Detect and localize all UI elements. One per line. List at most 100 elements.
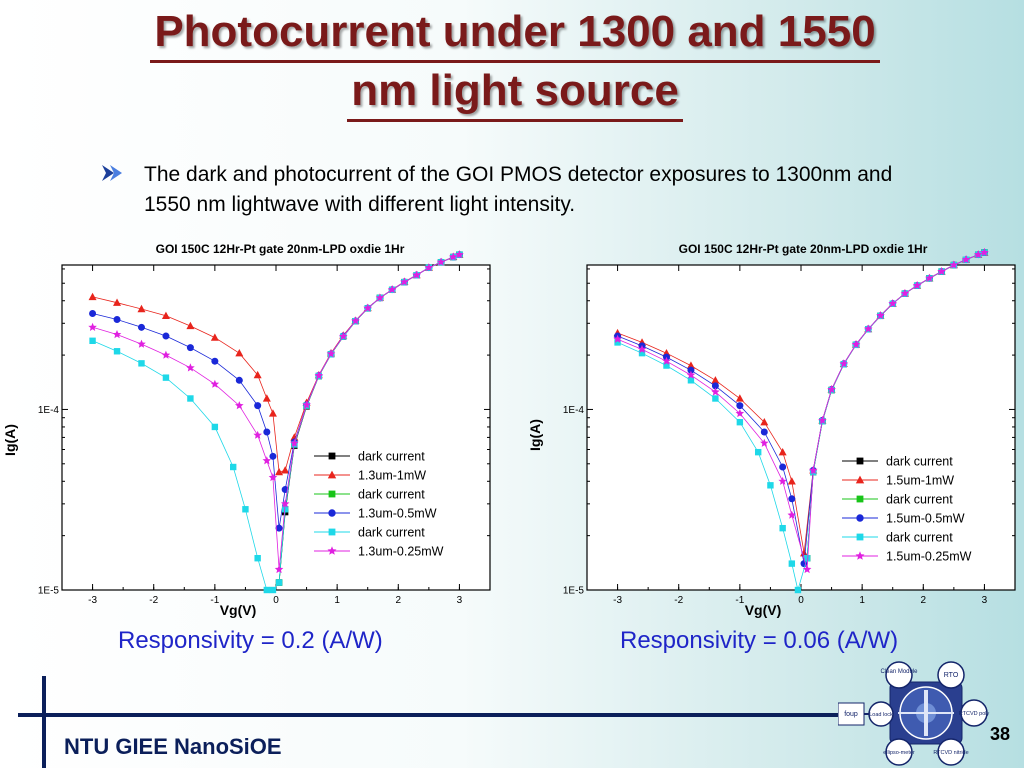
logo-label-rto: RTO <box>944 672 959 679</box>
chart-1-legend-marker-5 <box>855 551 865 560</box>
chart-0-series-5-point <box>262 456 272 465</box>
chart-1-series-5-point <box>818 415 827 424</box>
chart-0-series-5-point <box>268 473 278 482</box>
chart-1-legend-label-2: dark current <box>886 493 953 507</box>
chart-0-legend-label-1: 1.3um-1mW <box>358 469 426 483</box>
chart-1-series-4-point <box>767 482 774 489</box>
chart-1-series-4-point <box>803 555 811 562</box>
chart-0-series-5-point <box>235 401 244 410</box>
chart-1-series-3-point <box>736 402 744 410</box>
chart-0-legend-marker-5 <box>327 546 337 555</box>
chart-1-series-4-point <box>794 586 802 594</box>
chart-1-series-5-point <box>778 476 787 485</box>
chart-1-series-4-point <box>712 395 719 402</box>
chart-1-series-5-point <box>949 260 959 269</box>
bullet-text: The dark and photocurrent of the GOI PMO… <box>144 163 893 216</box>
chart-1-series-3-point <box>711 382 719 390</box>
chart-1-series-5-point <box>888 299 897 308</box>
chart-0-series-3-point <box>275 524 283 532</box>
chart-0-series-4-point <box>254 555 261 562</box>
chart-0-legend-label-5: 1.3um-0.25mW <box>358 545 444 559</box>
chart-1-series-5-point <box>974 250 983 259</box>
arrow-bullet-icon <box>102 165 122 181</box>
chart-0-series-5-point <box>375 293 385 302</box>
chart-0-ytick-label: 1E-5 <box>38 586 60 597</box>
chart-0-series-5-point <box>88 322 97 331</box>
chart-0-xtick-label: 0 <box>273 595 279 606</box>
chart-1-series-1-point <box>787 477 796 485</box>
chart-1-series-5-point <box>900 288 910 298</box>
chart-0-series-5-point <box>400 277 409 286</box>
logo-label-ellipsometer: ellipso-meter <box>883 750 915 756</box>
chart-1-series-5-point <box>686 370 696 379</box>
chart-0-xtick-label: -1 <box>210 595 219 606</box>
page-number: 38 <box>990 724 1011 744</box>
chart-0-series-4-point <box>211 423 219 431</box>
chart-1-legend-marker-4 <box>856 533 864 541</box>
chart-0-series-1-point <box>235 348 244 357</box>
chart-0-series-4-point <box>230 463 237 471</box>
chart-1-series-5-point <box>925 273 934 282</box>
chart-1-series-5-point <box>851 340 861 349</box>
chart-1-series-5-point <box>711 387 720 396</box>
chart-0-series-5-point <box>186 363 195 372</box>
chart-0-series-3-point <box>235 376 243 384</box>
footer-text: NTU GIEE NanoSiOE <box>64 734 282 759</box>
chart-0-legend-marker-0 <box>328 452 336 460</box>
chart-0-series-1-point <box>161 311 170 320</box>
chart-1-ylabel: Ig(A) <box>527 419 543 451</box>
footer-rule <box>18 713 840 717</box>
title-line-2: nm light source <box>347 63 683 122</box>
chart-0-series-5-point <box>351 316 360 325</box>
chart-1-series-4-point <box>736 418 744 426</box>
chart-0-xtick-label: 3 <box>457 595 463 606</box>
chart-1-series-1-point <box>778 447 787 456</box>
chart-0-series-5-point <box>161 350 171 359</box>
chart-0-series-5-point <box>314 371 324 380</box>
chart-0-legend-marker-2 <box>328 490 336 498</box>
chart-0-series-1-point <box>186 321 195 330</box>
chart-0-legend-marker-4 <box>328 528 336 536</box>
slide-title: Photocurrent under 1300 and 1550 nm ligh… <box>60 4 970 122</box>
chart-0-legend-label-3: 1.3um-0.5mW <box>358 507 437 521</box>
chart-0-series-5-point <box>387 285 397 294</box>
chart-1-legend-label-5: 1.5um-0.25mW <box>886 550 972 564</box>
chart-1-series-4-point <box>663 362 670 369</box>
chart-0-series-3-point <box>137 323 145 331</box>
chart-1-xlabel: Vg(V) <box>745 602 782 618</box>
chart-left-title: GOI 150C 12Hr-Pt gate 20nm-LPD oxdie 1Hr <box>155 242 405 256</box>
chart-0-series-3-point <box>269 452 277 460</box>
chart-0-series-5-point <box>436 257 446 266</box>
chart-0-series-5-point <box>326 349 336 358</box>
chart-1-legend-label-0: dark current <box>886 455 953 469</box>
nanosioe-logo: Clean Module RTO RTCVD poly RTCVD nitrid… <box>838 661 990 766</box>
chart-0-series-1-point <box>253 370 262 379</box>
chart-0-series-4-point <box>242 506 249 513</box>
chart-1-series-5-point <box>961 255 971 264</box>
chart-0-series-5-point <box>112 330 122 339</box>
chart-0-legend-label-0: dark current <box>358 450 425 464</box>
chart-1-series-5-point <box>937 267 946 276</box>
chart-1-series-5-point <box>876 311 885 320</box>
logo-label-foup: foup <box>844 711 858 718</box>
chart-0-series-5-point <box>363 303 372 312</box>
chart-0-series-3-point <box>89 309 97 317</box>
logo-label-clean-module: Clean Module <box>880 669 918 675</box>
chart-0-series-5-point <box>455 250 464 259</box>
chart-0-ylabel: Ig(A) <box>2 424 18 456</box>
chart-0-ytick-label: 1E-4 <box>38 405 60 416</box>
chart-1-series-3-point <box>760 428 768 436</box>
chart-0-series-3-point <box>254 402 262 410</box>
chart-1-series-1-point <box>735 394 744 402</box>
chart-0-series-5-point <box>253 430 262 439</box>
chart-0-series-4-point <box>269 586 277 594</box>
chart-0-legend-marker-3 <box>328 509 336 517</box>
chart-1-legend-label-1: 1.5um-1mW <box>886 474 954 488</box>
chart-1-legend-marker-0 <box>856 457 864 465</box>
responsivity-right: Responsivity = 0.06 (A/W) <box>620 627 899 654</box>
logo-label-rtcvd-poly: RTCVD poly <box>959 711 990 717</box>
chart-1-legend-marker-1 <box>855 475 865 484</box>
chart-1-series-5-point <box>912 281 922 290</box>
chart-0-series-3-point <box>162 332 170 340</box>
